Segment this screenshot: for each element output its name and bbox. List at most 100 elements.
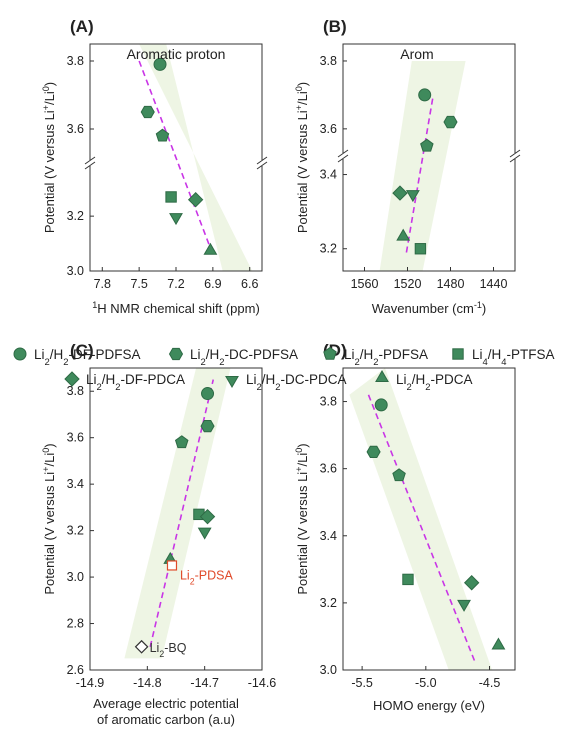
y-axis-label-part: + bbox=[294, 105, 304, 110]
panel-b-axis-break-mark bbox=[509, 149, 521, 158]
panel-d-point bbox=[392, 468, 406, 482]
panel-c-x-tick-label: -14.8 bbox=[133, 676, 162, 690]
legend-item-label: Li2/H2-DC-PDFSA bbox=[190, 347, 298, 368]
panel-c-point bbox=[174, 435, 189, 449]
panel-a-x-axis-label-part: 1 bbox=[92, 300, 97, 310]
panel-a-x-axis-label-part: H NMR chemical shift (ppm) bbox=[97, 301, 260, 316]
panel-c-y-tick-label: 2.8 bbox=[67, 617, 84, 631]
panel-d-point bbox=[374, 398, 388, 412]
y-axis-label-part: + bbox=[41, 105, 51, 110]
panel-a-y-tick-label: 3.2 bbox=[67, 209, 84, 223]
panel-b-y-tick-label: 3.2 bbox=[320, 242, 337, 256]
panel-c-y-tick-label: 3.8 bbox=[67, 384, 84, 398]
legend-item-label-part: -DC-PDCA bbox=[281, 372, 347, 387]
panel-d-fit-line bbox=[367, 394, 477, 664]
panel-d-x-tick-label: -4.5 bbox=[479, 676, 501, 690]
panel-a-x-tick-label: 6.6 bbox=[241, 277, 258, 291]
legend-item-label: Li2/H2-DC-PDCA bbox=[246, 372, 347, 393]
panel-b-axis-break-mark bbox=[337, 154, 349, 163]
panel-b-title: Arom bbox=[400, 46, 433, 62]
y-axis-label-part: 0 bbox=[41, 86, 51, 91]
panel-b-confidence-band bbox=[379, 61, 466, 271]
panel-d-y-tick-label: 3.0 bbox=[320, 663, 337, 677]
legend-marker-pentagon bbox=[323, 346, 337, 360]
legend-item-label-part: Li bbox=[34, 347, 45, 362]
panel-c-x-axis-label-line2: of aromatic carbon (a.u) bbox=[97, 712, 235, 727]
panel-b-axis-break-gap bbox=[339, 153, 347, 159]
y-axis-label-part: ) bbox=[42, 443, 57, 447]
panel-b-x-axis-label: Wavenumber (cm-1) bbox=[372, 300, 487, 316]
panel-c-annotation-label-part: 2 bbox=[159, 649, 164, 659]
panel-a-axis-break-mark bbox=[256, 156, 268, 165]
panel-c-annotation-label-part: -BQ bbox=[164, 641, 187, 655]
y-axis-label-part: + bbox=[294, 466, 304, 471]
legend-item-label-part: /H bbox=[488, 347, 502, 362]
panel-a-y-tick-label: 3.8 bbox=[67, 54, 84, 68]
panel-b-axis-break-gap bbox=[511, 153, 519, 159]
panel-a bbox=[84, 43, 268, 272]
panel-d-confidence-band bbox=[349, 368, 493, 670]
panel-b-point bbox=[443, 115, 458, 129]
legend-item-label-part: -DF-PDCA bbox=[121, 372, 186, 387]
legend-item-label-part: 2 bbox=[201, 357, 206, 368]
panel-d-x-tick-label: -5.5 bbox=[351, 676, 373, 690]
panel-a-y-axis-label: Potential (V versus Li+/Li0) bbox=[41, 82, 57, 233]
panel-b-x-tick-label: 1440 bbox=[480, 277, 508, 291]
legend-item-label: Li2/H2-DF-PDCA bbox=[86, 372, 185, 393]
legend-item-label-part: 2 bbox=[275, 382, 280, 393]
panel-b-x-tick-label: 1480 bbox=[437, 277, 465, 291]
panel-c-label: (C) bbox=[70, 341, 94, 360]
panel-a-x-axis-label: 1H NMR chemical shift (ppm) bbox=[92, 300, 260, 316]
legend-item-label-part: Li bbox=[246, 372, 257, 387]
panel-b-point bbox=[418, 88, 432, 102]
legend-item-label-part: 2 bbox=[425, 382, 430, 393]
panel-c-confidence-band bbox=[124, 368, 231, 659]
y-axis-label-part: + bbox=[41, 466, 51, 471]
panel-a-point bbox=[203, 242, 218, 255]
panel-d-point bbox=[402, 573, 414, 586]
panel-b-label: (B) bbox=[323, 17, 347, 36]
panel-c-annotation-label: Li2-PDSA bbox=[180, 568, 233, 586]
panel-b bbox=[337, 43, 521, 272]
panel-a-confidence-band bbox=[139, 44, 253, 271]
panel-b-point bbox=[405, 190, 420, 203]
panel-a-axis-break-mark bbox=[84, 161, 96, 170]
panel-b-x-tick-label: 1520 bbox=[394, 277, 422, 291]
legend-item-label-part: /H bbox=[102, 372, 116, 387]
panel-c-axes-frame bbox=[89, 367, 263, 671]
panel-b-y-tick-label: 3.4 bbox=[320, 168, 337, 182]
panel-b-axis-break-mark bbox=[337, 149, 349, 158]
panel-d-point bbox=[491, 637, 506, 650]
legend-item-label: Li2/H2-PDFSA bbox=[344, 347, 428, 368]
panel-c-point bbox=[200, 419, 215, 433]
panel-d-y-axis-label: Potential (V versus Li+/Li0) bbox=[294, 443, 310, 594]
legend-item-label-part: -DF-PDFSA bbox=[69, 347, 141, 362]
panel-a-y-tick-label: 3.0 bbox=[67, 264, 84, 278]
y-axis-label-part: 0 bbox=[294, 448, 304, 453]
panel-d-y-tick-label: 3.6 bbox=[320, 462, 337, 476]
legend-item-label-part: 2 bbox=[97, 382, 102, 393]
legend-item-label-part: Li bbox=[86, 372, 97, 387]
panel-a-axis-break-mark bbox=[256, 161, 268, 170]
panel-c-fit-line bbox=[149, 379, 215, 647]
legend-item-label-part: /H bbox=[206, 347, 220, 362]
panel-c-annotated-point bbox=[134, 639, 149, 654]
y-axis-label-part: ) bbox=[295, 82, 310, 86]
legend-item-label-part: 2 bbox=[407, 382, 412, 393]
panel-a-x-tick-label: 7.5 bbox=[130, 277, 147, 291]
legend-item-label-part: Li bbox=[472, 347, 483, 362]
legend-item-label-part: -PTFSA bbox=[507, 347, 555, 362]
legend-item-label: Li4/H4-PTFSA bbox=[472, 347, 555, 368]
panel-b-y-tick-label: 3.8 bbox=[320, 54, 337, 68]
panel-d-x-axis-label: HOMO energy (eV) bbox=[373, 698, 485, 713]
legend-marker-square bbox=[452, 348, 464, 360]
panel-a-axis-break-mark bbox=[84, 156, 96, 165]
y-axis-label-part: Potential (V versus Li bbox=[42, 110, 57, 233]
legend-marker-triangle-up bbox=[375, 369, 389, 382]
panel-c-y-tick-label: 3.4 bbox=[67, 477, 84, 491]
legend-item-label-part: /H bbox=[50, 347, 64, 362]
panel-c-y-tick-label: 3.0 bbox=[67, 570, 84, 584]
panel-a-x-tick-label: 6.9 bbox=[204, 277, 221, 291]
panel-b-point bbox=[396, 228, 411, 241]
panel-b-point bbox=[392, 185, 408, 201]
